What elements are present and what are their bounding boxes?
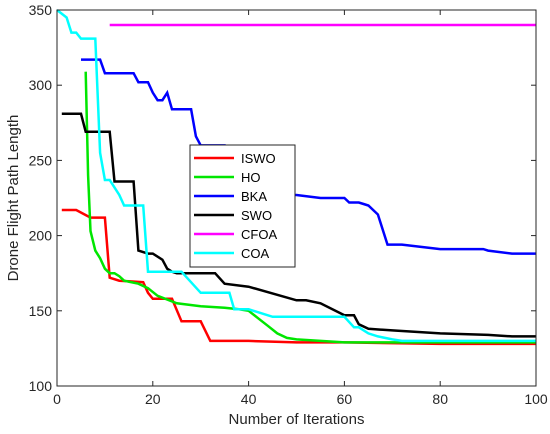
legend-box	[189, 144, 296, 268]
legend-label-iswo: ISWO	[241, 151, 276, 166]
legend: ISWO HO BKA SWO CFOA COA	[189, 144, 296, 268]
y-tick-label: 100	[29, 378, 53, 394]
legend-label-ho: HO	[241, 170, 261, 185]
x-tick-label: 40	[241, 391, 257, 407]
x-tick-label: 100	[524, 391, 548, 407]
legend-label-coa: COA	[241, 246, 270, 261]
series-line-ho	[84, 71, 536, 344]
y-tick-label: 300	[29, 77, 53, 93]
y-tick-label: 150	[29, 303, 53, 319]
y-tick-label: 200	[29, 228, 53, 244]
x-tick-label: 0	[53, 391, 61, 407]
x-tick-label: 80	[432, 391, 448, 407]
y-tick-label: 250	[29, 152, 53, 168]
y-axis-title: Drone Flight Path Length	[5, 115, 22, 282]
x-tick-label: 60	[337, 391, 353, 407]
x-tick-label: 20	[145, 391, 161, 407]
y-tick-label: 350	[29, 2, 53, 18]
legend-label-swo: SWO	[241, 208, 272, 223]
axes	[56, 9, 537, 387]
ticks: 0 20 40 60 80 100 100 150 200 250 300 350	[29, 2, 548, 407]
plot-area	[57, 10, 536, 386]
legend-label-cfoa: CFOA	[241, 227, 277, 242]
series-line-swo	[61, 112, 536, 338]
x-axis-title: Number of Iterations	[229, 411, 365, 428]
axes-box	[56, 9, 537, 387]
series-line-coa	[56, 9, 536, 343]
legend-label-bka: BKA	[241, 189, 267, 204]
